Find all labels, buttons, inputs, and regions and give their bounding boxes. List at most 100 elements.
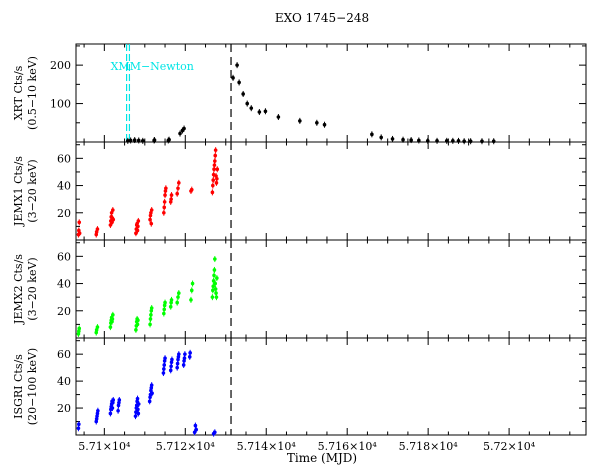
data-point xyxy=(162,307,167,312)
data-point xyxy=(189,187,194,192)
data-point xyxy=(315,120,319,125)
data-point xyxy=(147,399,152,404)
data-point xyxy=(136,219,141,223)
y-axis-label: XRT Cts/s xyxy=(12,65,25,120)
data-point xyxy=(212,163,217,167)
data-point xyxy=(177,181,181,185)
data-point xyxy=(116,408,120,413)
data-point xyxy=(136,318,140,323)
data-point xyxy=(136,224,140,229)
data-point xyxy=(136,402,141,406)
data-point xyxy=(163,300,167,305)
data-point xyxy=(183,352,187,356)
data-point xyxy=(245,101,250,106)
data-point xyxy=(111,217,116,222)
data-point xyxy=(212,273,216,278)
data-point xyxy=(211,183,215,188)
y-tick-label: 200 xyxy=(50,59,71,72)
data-point xyxy=(108,411,113,416)
data-point xyxy=(161,371,166,375)
data-point xyxy=(170,357,174,362)
data-point xyxy=(150,391,154,396)
data-point xyxy=(182,356,187,361)
data-point xyxy=(212,167,216,172)
data-point xyxy=(390,137,395,141)
data-point xyxy=(181,363,186,367)
data-point xyxy=(134,328,138,332)
data-point xyxy=(148,322,152,327)
data-point xyxy=(167,137,171,142)
data-point xyxy=(111,313,115,317)
data-point xyxy=(263,109,268,114)
data-point xyxy=(298,119,302,123)
data-point xyxy=(149,313,153,317)
y-axis-label: (20−100 keV) xyxy=(26,348,39,425)
panel-jemx1: 20 40 60 JEMX1 Cts/s (3−20 keV) xyxy=(12,141,587,241)
data-point xyxy=(163,356,167,361)
data-point xyxy=(213,281,218,286)
data-point xyxy=(379,135,383,140)
y-tick-label: 40 xyxy=(57,278,71,291)
data-point xyxy=(214,291,218,295)
data-point xyxy=(135,396,140,401)
x-tick-label: 5.716×10⁴ xyxy=(318,440,378,453)
data-point xyxy=(188,351,192,355)
data-point xyxy=(162,367,166,371)
data-point xyxy=(215,276,219,280)
data-point xyxy=(257,110,262,114)
data-point xyxy=(162,311,166,316)
data-point xyxy=(192,430,197,435)
y-tick-label: 20 xyxy=(57,305,71,318)
data-point xyxy=(211,288,215,293)
data-point xyxy=(231,76,235,80)
data-point xyxy=(187,355,192,359)
data-point xyxy=(417,138,421,143)
data-point xyxy=(162,205,167,210)
data-point xyxy=(77,422,81,427)
y-tick-label: 40 xyxy=(57,180,71,193)
data-point xyxy=(213,153,218,158)
data-point xyxy=(169,193,174,197)
data-point xyxy=(176,186,180,191)
data-point xyxy=(213,148,218,152)
data-point xyxy=(76,426,81,431)
data-point xyxy=(210,190,215,195)
xmm-newton-label: XMM−Newton xyxy=(111,60,194,73)
panel-frame xyxy=(75,141,587,241)
data-point xyxy=(169,197,173,201)
x-tick-label: 5.714×10⁴ xyxy=(237,440,297,453)
y-axis-label: ISGRI Cts/s xyxy=(12,354,25,419)
x-tick-label: 5.718×10⁴ xyxy=(399,440,459,453)
data-point xyxy=(149,221,154,226)
data-point xyxy=(193,423,198,428)
data-point xyxy=(111,398,116,402)
y-tick-label: 20 xyxy=(57,207,71,220)
data-point xyxy=(175,191,179,196)
data-point xyxy=(276,115,281,119)
data-point xyxy=(135,322,140,327)
y-axis-label: (0.5−10 keV) xyxy=(26,56,39,130)
y-tick-label: 60 xyxy=(57,250,71,263)
y-axis-label: (3−20 keV) xyxy=(26,159,39,222)
data-point xyxy=(322,122,327,127)
panel-xrt: 100 200 XRT Cts/s (0.5−10 keV) XMM−Newton xyxy=(12,43,587,145)
data-point xyxy=(169,364,173,369)
y-tick-label: 20 xyxy=(57,402,71,415)
data-point xyxy=(401,137,405,142)
data-point xyxy=(77,220,82,225)
data-point xyxy=(148,217,152,222)
data-point xyxy=(149,306,154,310)
chart-title: EXO 1745−248 xyxy=(275,11,369,25)
data-point xyxy=(176,295,180,299)
data-point xyxy=(211,279,216,283)
y-axis-label: JEMX1 Cts/s xyxy=(12,156,25,227)
x-tick-label: 5.71×10⁴ xyxy=(78,440,131,453)
data-point xyxy=(136,138,141,143)
x-axis: 5.71×10⁴ 5.712×10⁴ 5.714×10⁴ 5.716×10⁴ 5.718… xyxy=(78,440,535,453)
data-point xyxy=(178,131,182,136)
data-point xyxy=(168,304,173,309)
data-point xyxy=(164,186,168,191)
data-point xyxy=(177,352,181,356)
data-point xyxy=(211,284,216,289)
